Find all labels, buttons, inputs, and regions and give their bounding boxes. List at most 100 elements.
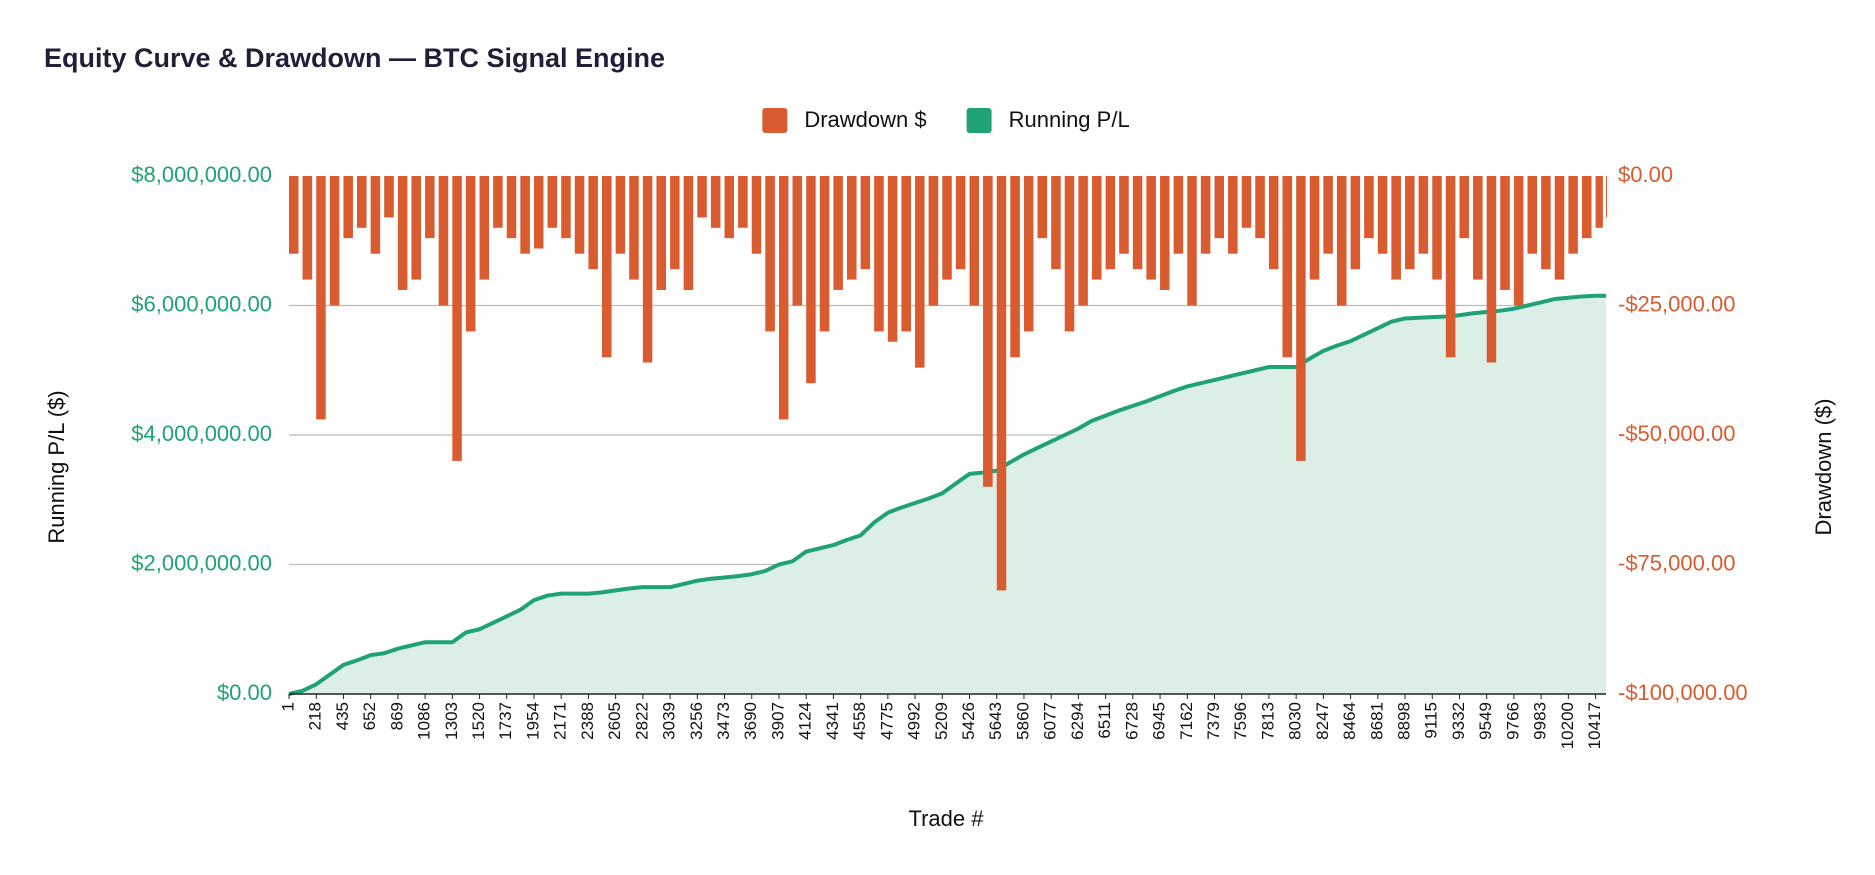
drawdown-bar [411, 176, 422, 280]
x-tick-label: 9766 [1503, 702, 1522, 740]
drawdown-bar [343, 176, 353, 239]
chart-title: Equity Curve & Drawdown — BTC Signal Eng… [44, 43, 665, 73]
drawdown-bar [1364, 176, 1374, 239]
drawdown-bar [928, 176, 939, 306]
y-axis-title: Running P/L ($) [44, 390, 69, 543]
drawdown-bar [425, 176, 435, 239]
x-tick-label: 9115 [1422, 702, 1441, 739]
x-tick-label: 9549 [1476, 702, 1495, 740]
y-tick-label: $0.00 [217, 680, 272, 705]
x-tick-label: 7379 [1204, 702, 1223, 740]
drawdown-bar [765, 176, 775, 332]
drawdown-bar [1255, 176, 1265, 239]
x-tick-label: 8681 [1367, 702, 1386, 740]
drawdown-bar [1500, 176, 1510, 290]
drawdown-bar [1581, 176, 1592, 239]
drawdown-bar [670, 176, 680, 270]
y2-tick-label: -$25,000.00 [1618, 291, 1735, 316]
drawdown-bar [996, 176, 1007, 591]
x-tick-label: 1954 [523, 702, 542, 740]
drawdown-bar [846, 176, 857, 280]
x-tick-label: 869 [387, 702, 406, 730]
x-tick-label: 1086 [415, 702, 434, 740]
drawdown-bar [493, 176, 503, 228]
drawdown-bar [1160, 176, 1170, 290]
x-tick-label: 4124 [796, 702, 815, 740]
drawdown-bar [1595, 176, 1603, 228]
x-tick-label: 218 [306, 702, 325, 730]
drawdown-bar [316, 176, 326, 420]
drawdown-bar [1568, 176, 1578, 254]
x-tick-label: 2388 [578, 702, 597, 740]
x-tick-label: 652 [360, 702, 379, 730]
x-tick-label: 3473 [714, 702, 733, 740]
x-tick-label: 4558 [850, 702, 869, 740]
drawdown-bar [1091, 176, 1102, 280]
drawdown-bar [1391, 176, 1401, 280]
drawdown-bar [629, 176, 639, 280]
drawdown-bar [955, 176, 966, 270]
x-tick-label: 1737 [496, 702, 515, 740]
drawdown-bar [289, 176, 299, 254]
x-tick-label: 7813 [1258, 702, 1277, 740]
drawdown-bar [1282, 176, 1293, 358]
x-tick-label: 6945 [1150, 702, 1169, 740]
drawdown-bar [901, 176, 911, 332]
drawdown-bar [874, 176, 884, 332]
x-tick-label: 6511 [1095, 702, 1114, 739]
drawdown-bar [1513, 176, 1524, 306]
drawdown-bar [1078, 176, 1088, 306]
drawdown-bar [615, 176, 626, 254]
drawdown-bar [983, 176, 993, 487]
x-tick-label: 8464 [1340, 702, 1359, 740]
drawdown-bar [1228, 176, 1238, 254]
drawdown-bar [1309, 176, 1320, 280]
x-tick-label: 10417 [1585, 702, 1604, 749]
x-tick-label: 4341 [823, 702, 842, 740]
drawdown-bar [1064, 176, 1075, 332]
drawdown-bar [1187, 176, 1197, 306]
y2-tick-label: -$100,000.00 [1618, 680, 1748, 705]
y-tick-label: $4,000,000.00 [131, 421, 272, 446]
y2-tick-label: -$75,000.00 [1618, 550, 1735, 575]
drawdown-bar [792, 176, 803, 306]
drawdown-bar [751, 176, 762, 254]
drawdown-bar [724, 176, 735, 239]
drawdown-bar [656, 176, 666, 290]
drawdown-bar [1023, 176, 1034, 332]
x-tick-label: 5860 [1013, 702, 1032, 740]
x-tick-label: 1303 [442, 702, 461, 740]
drawdown-bar [642, 176, 653, 363]
legend-label: Drawdown $ [804, 107, 926, 132]
x-tick-label: 6728 [1122, 702, 1141, 740]
drawdown-bar [942, 176, 952, 280]
x-tick-label: 7162 [1177, 702, 1196, 740]
drawdown-bar [1336, 176, 1347, 306]
drawdown-bar [1527, 176, 1538, 254]
x-tick-label: 3907 [768, 702, 787, 740]
drawdown-bar [969, 176, 979, 306]
drawdown-bar [601, 176, 612, 358]
drawdown-bar [384, 176, 394, 218]
drawdown-bar [1105, 176, 1116, 270]
x-tick-label: 6294 [1068, 702, 1087, 740]
drawdown-bar [1200, 176, 1211, 254]
x-tick-label: 2822 [632, 702, 651, 740]
drawdown-bar [506, 176, 517, 239]
drawdown-bar [806, 176, 816, 384]
drawdown-bar [1405, 176, 1415, 270]
y-tick-label: $8,000,000.00 [131, 162, 272, 187]
drawdown-bar [1323, 176, 1333, 254]
drawdown-bar [1173, 176, 1184, 254]
legend: Drawdown $ Running P/L [762, 107, 1130, 133]
x-tick-label: 8030 [1286, 702, 1305, 740]
legend-item: Running P/L [966, 107, 1130, 133]
x-tick-label: 3256 [687, 702, 706, 740]
drawdown-bar [452, 176, 462, 461]
x-tick-label: 4992 [905, 702, 924, 740]
drawdown-bar [397, 176, 408, 290]
drawdown-bar [588, 176, 598, 270]
x-tick-label: 2605 [605, 702, 624, 740]
drawdown-bar [860, 176, 871, 270]
